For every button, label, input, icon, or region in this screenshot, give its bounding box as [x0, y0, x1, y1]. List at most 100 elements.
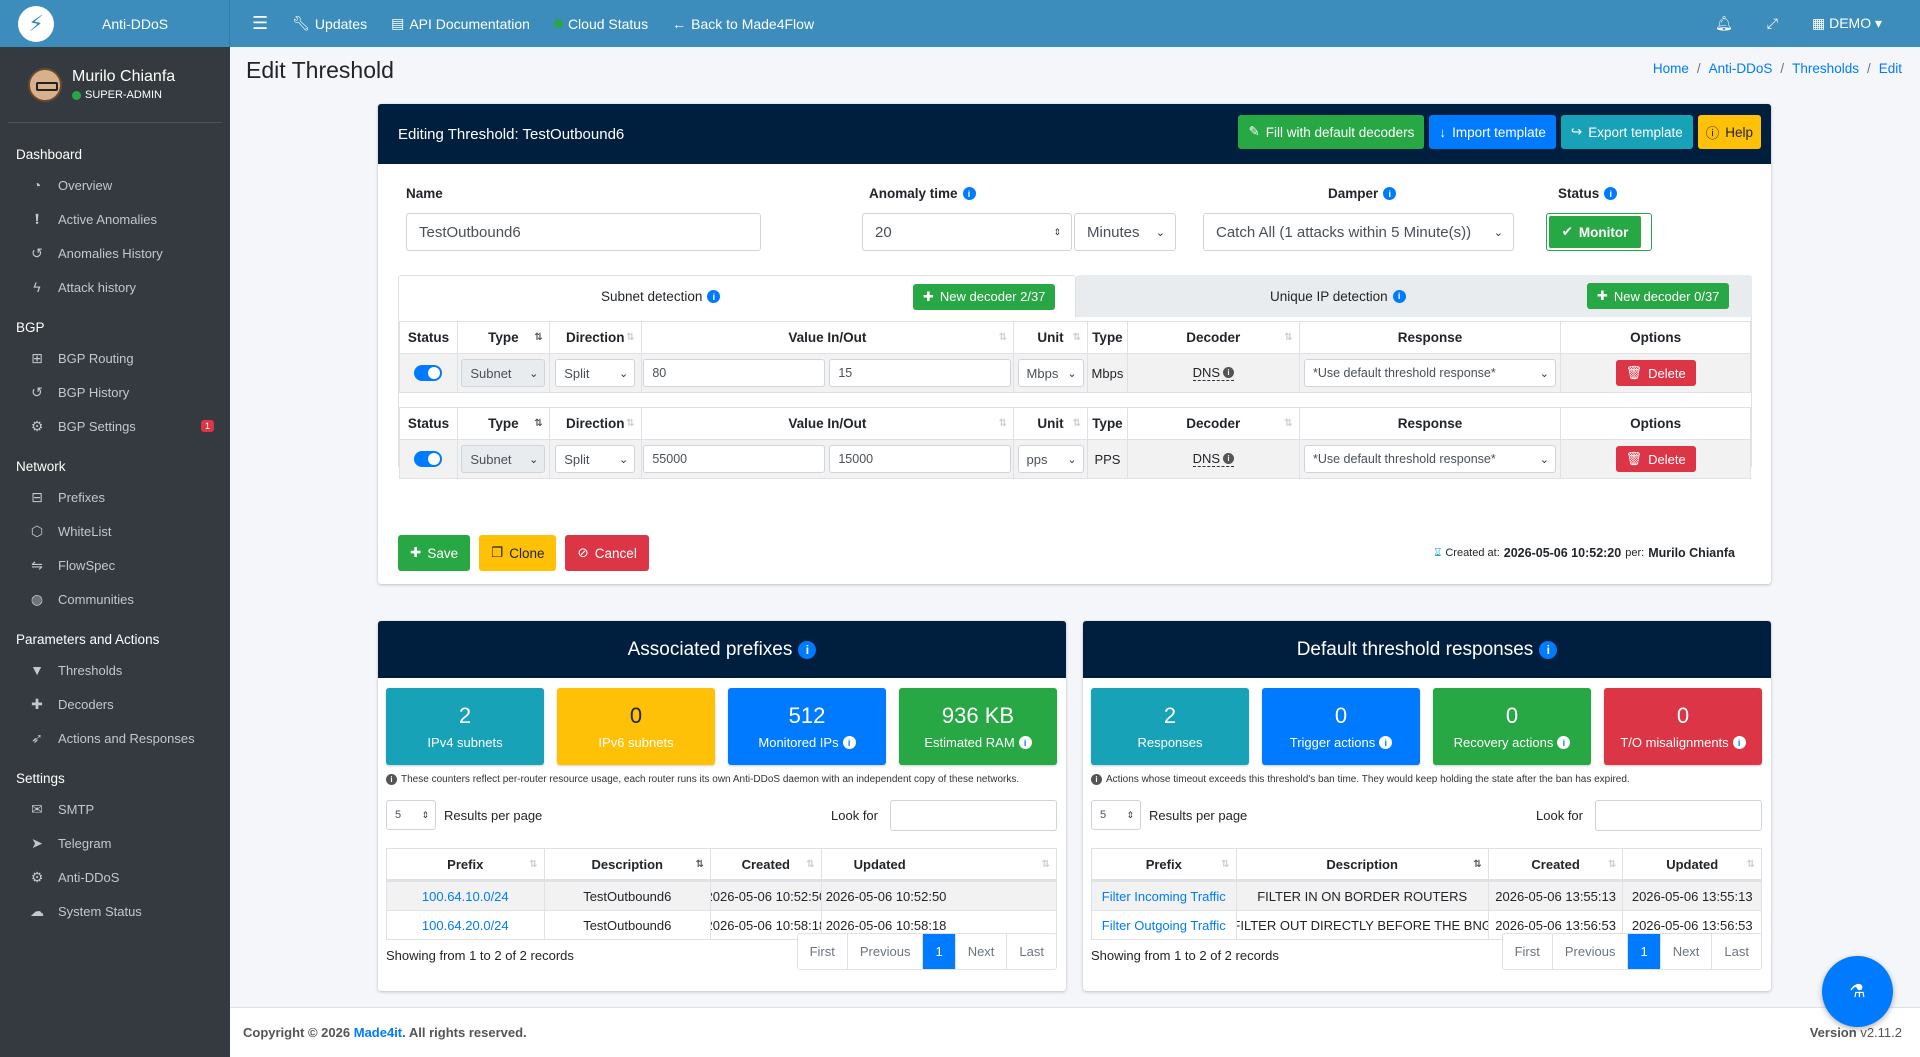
bell-icon[interactable]: 🔔︎: [1714, 15, 1733, 31]
fill-default-decoders-button[interactable]: ✎ Fill with default decoders: [1238, 115, 1425, 149]
page-current[interactable]: 1: [1628, 934, 1661, 969]
col-updated[interactable]: Updated ⇅: [1666, 856, 1755, 872]
sidebar-item-thresholds[interactable]: ▼ Thresholds: [0, 653, 230, 687]
prefix-link[interactable]: 100.64.10.0/24: [421, 888, 509, 904]
breadcrumb-home[interactable]: Home: [1652, 61, 1689, 76]
col-value[interactable]: Value In/Out ⇅: [642, 408, 1015, 439]
col-created[interactable]: Created ⇅: [711, 849, 822, 879]
results-per-page-select[interactable]: 5 ⇕: [1091, 800, 1141, 830]
delete-decoder-button[interactable]: 🗑︎ Delete: [1615, 360, 1696, 386]
sidebar-item-smtp[interactable]: ✉ SMTP: [0, 792, 230, 826]
info-icon[interactable]: i: [962, 187, 976, 200]
col-type[interactable]: Type ⇅: [458, 322, 550, 353]
decoder-response-select[interactable]: *Use default threshold response* ⌄: [1303, 359, 1556, 387]
sidebar-item-decoders[interactable]: ✚ Decoders: [0, 687, 230, 721]
value-in-input[interactable]: 55000: [643, 445, 826, 473]
info-icon[interactable]: i: [1018, 736, 1032, 749]
expand-icon[interactable]: ⤢: [1766, 15, 1778, 31]
import-template-button[interactable]: ↓ Import template: [1429, 115, 1556, 149]
nav-cloud-status[interactable]: Cloud Status: [553, 16, 648, 32]
decoder-unit-select[interactable]: Mbps ⌄: [1017, 359, 1084, 387]
brand[interactable]: ⚡ Anti-DDoS: [0, 0, 230, 47]
sidebar-item-anomalies-history[interactable]: ↺ Anomalies History: [0, 236, 230, 270]
new-decoder-subnet-button[interactable]: ✚ New decoder 2/37: [913, 283, 1056, 310]
decoder-response-select[interactable]: *Use default threshold response* ⌄: [1303, 445, 1556, 473]
sidebar-item-bgp-routing[interactable]: ⊞ BGP Routing: [0, 341, 230, 375]
sidebar-item-overview[interactable]: ◔ Overview: [0, 168, 230, 202]
col-description[interactable]: Description ⇅: [545, 849, 711, 879]
cancel-button[interactable]: ⊘ Cancel: [565, 535, 649, 571]
value-in-input[interactable]: 80: [643, 359, 826, 387]
anomaly-time-input[interactable]: 20 ⇕: [862, 213, 1072, 251]
spinner-icon[interactable]: ⇕: [1053, 226, 1061, 237]
info-icon[interactable]: i: [798, 640, 817, 659]
sidebar-item-actions-responses[interactable]: ➶ Actions and Responses: [0, 721, 230, 755]
sidebar-item-flowspec[interactable]: ⇋ FlowSpec: [0, 548, 230, 582]
page-previous[interactable]: Previous: [847, 934, 924, 969]
name-input[interactable]: TestOutbound6: [406, 213, 761, 251]
damper-select[interactable]: Catch All (1 attacks within 5 Minute(s))…: [1203, 213, 1514, 251]
sidebar-item-active-anomalies[interactable]: ❗︎ Active Anomalies: [0, 202, 230, 236]
flask-fab-button[interactable]: ⚗: [1822, 956, 1893, 1027]
sidebar-item-communities[interactable]: ◍ Communities: [0, 582, 230, 616]
sidebar-item-prefixes[interactable]: ⊟ Prefixes: [0, 480, 230, 514]
new-decoder-unique-button[interactable]: ✚ New decoder 0/37: [1587, 283, 1730, 309]
results-per-page-select[interactable]: 5 ⇕: [386, 800, 436, 830]
info-icon[interactable]: i: [1383, 187, 1397, 200]
decoder-type-select[interactable]: Subnet ⌄: [461, 359, 546, 387]
breadcrumb-anti-ddos[interactable]: Anti-DDoS: [1708, 61, 1773, 76]
company-link[interactable]: Made4it: [353, 1025, 403, 1040]
sidebar-item-attack-history[interactable]: ϟ Attack history: [0, 270, 230, 304]
col-description[interactable]: Description ⇅: [1237, 849, 1489, 879]
sidebar-item-telegram[interactable]: ➤ Telegram: [0, 826, 230, 860]
anomaly-unit-select[interactable]: Minutes ⌄: [1074, 213, 1176, 251]
decoder-name[interactable]: DNS i: [1192, 365, 1235, 381]
tab-unique-ip-detection[interactable]: Unique IP detection i ✚ New decoder 0/37: [1076, 275, 1752, 317]
nav-api-docs[interactable]: ▤ API Documentation: [391, 15, 530, 32]
save-button[interactable]: ✚ Save: [398, 535, 471, 571]
col-prefix[interactable]: Prefix ⇅: [1092, 849, 1237, 879]
col-prefix[interactable]: Prefix ⇅: [387, 849, 545, 879]
clone-button[interactable]: ❐ Clone: [479, 535, 557, 571]
info-icon[interactable]: i: [842, 736, 856, 749]
col-value[interactable]: Value In/Out ⇅: [642, 322, 1015, 353]
page-next[interactable]: Next: [1660, 934, 1713, 969]
page-current[interactable]: 1: [923, 934, 956, 969]
decoder-type-select[interactable]: Subnet ⌄: [461, 445, 546, 473]
search-input[interactable]: [890, 800, 1057, 831]
col-created[interactable]: Created ⇅: [1489, 849, 1624, 879]
info-icon[interactable]: i: [1392, 289, 1406, 303]
sidebar-item-bgp-settings[interactable]: ⚙ BGP Settings 1: [0, 409, 230, 443]
sidebar-item-whitelist[interactable]: ⬡ WhiteList: [0, 514, 230, 548]
decoder-direction-select[interactable]: Split ⌄: [555, 445, 636, 473]
account-menu[interactable]: ▦ DEMO ▾: [1811, 15, 1882, 31]
decoder-status-toggle[interactable]: [414, 365, 443, 381]
response-link[interactable]: Filter Incoming Traffic: [1101, 888, 1226, 904]
sidebar-item-bgp-history[interactable]: ↺ BGP History: [0, 375, 230, 409]
nav-updates[interactable]: 🔧︎ Updates: [292, 15, 368, 32]
menu-toggle-icon[interactable]: ☰: [252, 13, 269, 33]
decoder-name[interactable]: DNS i: [1192, 451, 1235, 467]
info-icon[interactable]: i: [1379, 736, 1393, 749]
page-last[interactable]: Last: [1007, 934, 1056, 969]
info-icon[interactable]: i: [707, 290, 721, 303]
col-direction[interactable]: Direction ⇅: [550, 408, 642, 439]
status-toggle[interactable]: ✔ Monitor: [1546, 213, 1652, 251]
info-icon[interactable]: i: [1732, 736, 1746, 749]
help-button[interactable]: ⓘ Help: [1697, 115, 1761, 149]
col-unit[interactable]: Unit ⇅: [1014, 408, 1088, 439]
value-out-input[interactable]: 15000: [829, 445, 1012, 473]
page-previous[interactable]: Previous: [1552, 934, 1629, 969]
info-icon[interactable]: i: [1604, 187, 1618, 200]
col-type[interactable]: Type ⇅: [458, 408, 550, 439]
decoder-unit-select[interactable]: pps ⌄: [1017, 445, 1084, 473]
value-out-input[interactable]: 15: [829, 359, 1012, 387]
prefix-link[interactable]: 100.64.20.0/24: [421, 917, 509, 933]
search-input[interactable]: [1595, 800, 1762, 831]
page-first[interactable]: First: [1502, 934, 1553, 969]
col-direction[interactable]: Direction ⇅: [550, 322, 642, 353]
sidebar-item-anti-ddos[interactable]: ⚙ Anti-DDoS: [0, 860, 230, 894]
info-icon[interactable]: i: [1557, 736, 1571, 749]
nav-back-made4flow[interactable]: ← Back to Made4Flow: [672, 15, 815, 32]
breadcrumb-edit[interactable]: Edit: [1878, 61, 1902, 76]
